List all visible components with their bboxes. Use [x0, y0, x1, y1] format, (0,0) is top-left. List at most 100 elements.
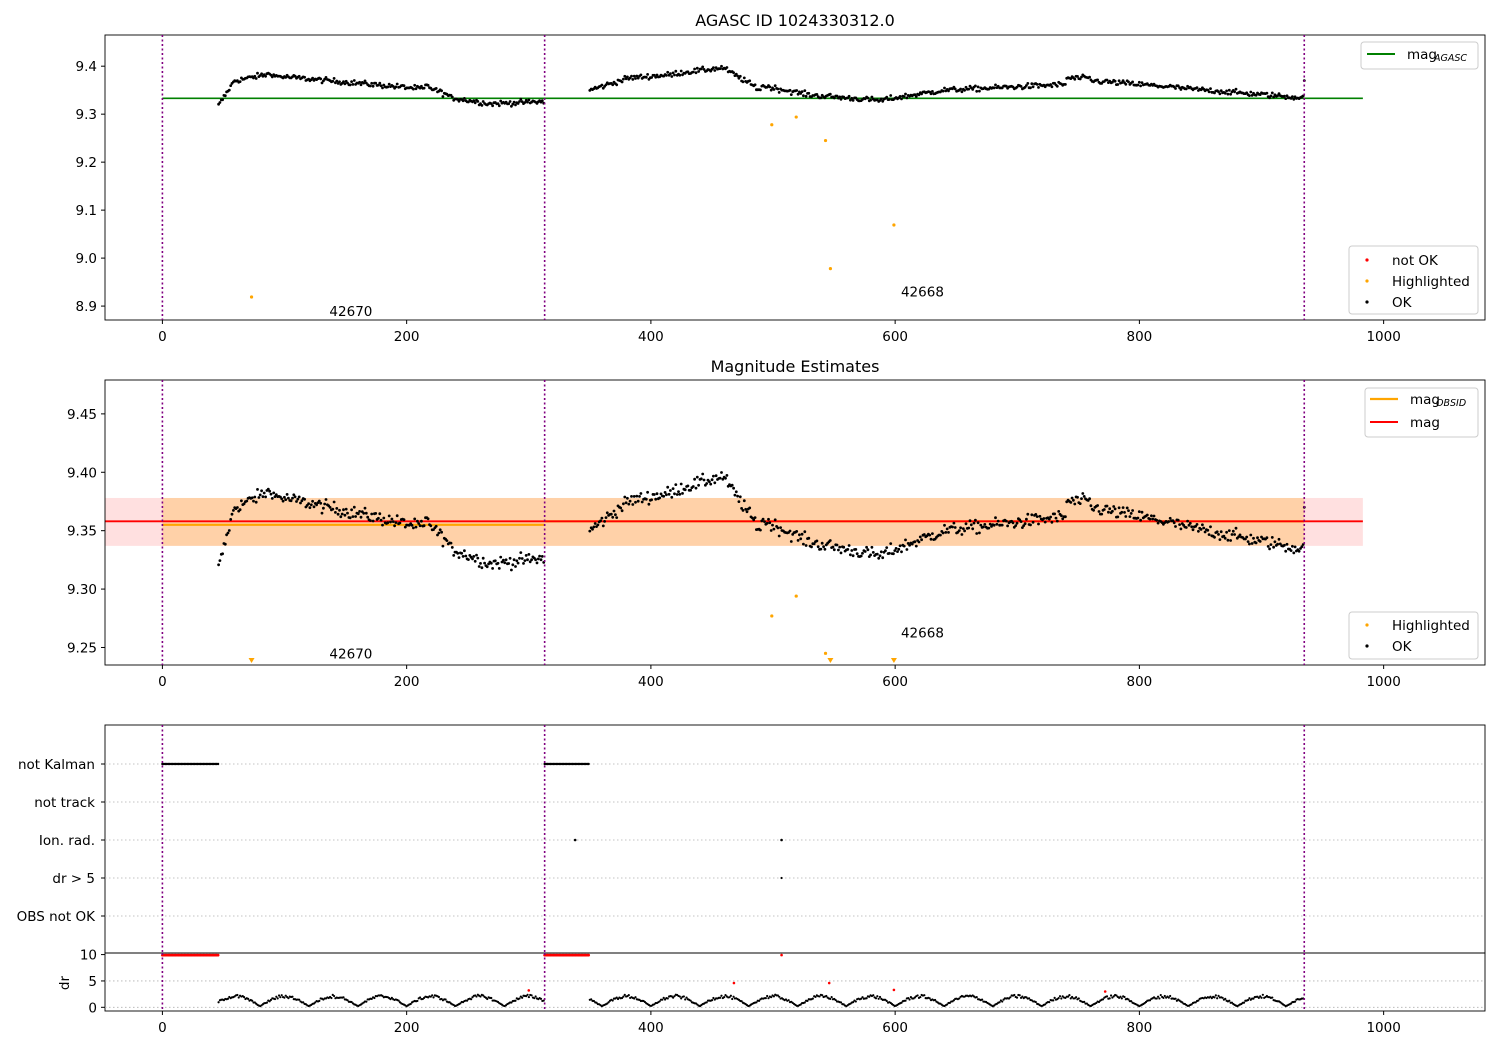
dr-point [1190, 1003, 1193, 1006]
ok-point-243 [588, 529, 592, 533]
ok-point-642 [1124, 515, 1128, 518]
ok-point-724 [1234, 526, 1238, 530]
magnitude-estimates-panel: Magnitude Estimates 9.25 9.30 9.35 9.40 9.45… [67, 357, 1486, 690]
ok-point-29 [256, 71, 259, 75]
ok-point-126 [386, 521, 390, 525]
off-scale-marker-1 [827, 658, 834, 663]
dr-point [539, 997, 543, 1000]
ok-point-228 [523, 101, 527, 104]
ok-point-375 [765, 521, 769, 525]
dr-point [998, 1001, 1001, 1004]
ok-point-534 [979, 523, 983, 527]
ok-point-436 [847, 544, 851, 547]
ok-point-550 [1000, 523, 1004, 527]
dr-point [928, 997, 931, 1000]
dr-point [1053, 996, 1056, 999]
ok-point-203 [489, 561, 493, 565]
ok-point-651 [1136, 83, 1140, 87]
highlighted-point-1 [770, 123, 774, 127]
x-tick-label-5: 1000 [1366, 674, 1400, 690]
ok-point-330 [705, 482, 709, 485]
ok-point-454 [871, 551, 875, 554]
ok-point-230 [526, 558, 529, 562]
x-tick-label-0: 0 [158, 674, 167, 690]
ok-point-508 [944, 531, 948, 534]
dr-point [251, 999, 254, 1002]
ok-point-653 [1139, 84, 1142, 88]
ok-point-576 [1035, 83, 1039, 86]
ok-point-398 [796, 539, 800, 542]
dr-point [1021, 995, 1024, 998]
ok-point-459 [878, 554, 882, 558]
ok-point-546 [995, 522, 999, 526]
ok-point-314 [683, 488, 687, 492]
ok-point-701 [1203, 530, 1207, 534]
dr-point [390, 996, 393, 1000]
ok-point-47 [280, 497, 284, 501]
highlighted-point-0 [249, 295, 254, 299]
ok-point-91 [339, 515, 343, 519]
ok-point-560 [1014, 524, 1018, 527]
ok-point-132 [394, 521, 398, 524]
dr-point [318, 999, 321, 1002]
ok-point-60 [297, 495, 301, 499]
ok-point-749 [1268, 547, 1271, 551]
legend-label-mag-obsid: mag [1410, 392, 1440, 408]
ok-point-151 [420, 84, 423, 88]
ok-point-472 [896, 550, 899, 553]
ok-point-328 [702, 68, 706, 71]
ok-point-460 [879, 550, 883, 554]
ok-point-70 [311, 76, 314, 80]
dr-point [533, 997, 536, 1000]
ok-point-504 [939, 533, 942, 537]
ok-point-467 [889, 542, 893, 545]
ok-point-61 [299, 501, 302, 505]
ok-point-209 [497, 567, 501, 570]
ok-point-652 [1137, 510, 1141, 513]
flag-label-not-track: not track [34, 795, 95, 811]
dr-point [1002, 998, 1005, 1001]
dr-point [980, 998, 984, 1001]
dr-point [1155, 997, 1158, 1000]
highlighted-point-1 [794, 594, 798, 598]
dr-point [276, 997, 279, 1000]
ok-point-267 [620, 80, 624, 84]
ok-point-213 [503, 561, 507, 565]
x-tick-label-1: 200 [394, 329, 420, 345]
dr-y-tick-label-0: 0 [88, 1000, 97, 1016]
ok-point-498 [931, 90, 934, 93]
ok-point-260 [611, 515, 615, 519]
legend-label-ok: OK [1392, 295, 1413, 311]
ok-point-553 [1004, 519, 1008, 523]
highlighted-point-0 [770, 614, 774, 618]
ok-point-515 [953, 87, 957, 91]
ok-point-27 [253, 74, 257, 78]
dr-point [623, 993, 626, 996]
ok-point-340 [718, 67, 722, 70]
ok-point-497 [929, 537, 933, 541]
ok-point-747 [1265, 536, 1269, 540]
dr-point [418, 996, 422, 999]
ok-point-355 [738, 74, 742, 78]
ok-point-320 [691, 485, 695, 488]
ok-point-674 [1167, 520, 1171, 523]
ok-point-392 [788, 529, 792, 533]
ok-point-609 [1080, 75, 1083, 79]
ok-point-356 [740, 507, 743, 510]
ok-point-8 [227, 88, 231, 92]
ok-point-750 [1269, 94, 1273, 98]
ok-point-365 [752, 518, 756, 522]
y-tick-label-3: 9.40 [67, 465, 97, 481]
ok-point-558 [1011, 521, 1015, 525]
highlighted-point-4 [828, 267, 833, 271]
dr-point [724, 994, 727, 997]
ok-point-1 [218, 559, 222, 562]
dr-point [298, 998, 301, 1001]
dr-point [444, 998, 447, 1001]
dr-point [268, 1000, 271, 1003]
x-tick-label-1: 200 [394, 674, 420, 690]
dr-point [1101, 998, 1105, 1001]
ok-point-344 [724, 476, 727, 480]
top-panel-title: AGASC ID 1024330312.0 [695, 11, 895, 30]
ok-point-403 [803, 89, 807, 92]
